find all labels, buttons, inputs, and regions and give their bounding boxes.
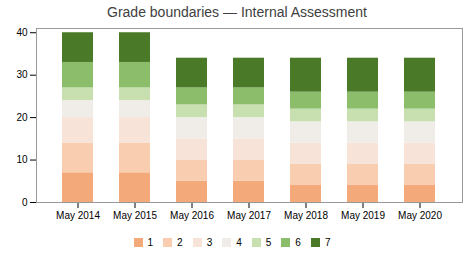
- svg-text:May 2019: May 2019: [341, 210, 385, 221]
- html-text:5: 5: [265, 237, 272, 248]
- html-text:3: 3: [206, 237, 213, 248]
- svg-text:May 2016: May 2016: [170, 210, 214, 221]
- svg-text:May 2015: May 2015: [113, 210, 157, 221]
- svg-text:May 2017: May 2017: [227, 210, 271, 221]
- svg-text:May 2014: May 2014: [56, 210, 100, 221]
- html-text:2: 2: [177, 237, 183, 248]
- svg-text:May 2018: May 2018: [284, 210, 328, 221]
- svg-text:10: 10: [16, 154, 28, 165]
- html-text:6: 6: [295, 237, 301, 248]
- svg-text:40: 40: [16, 27, 28, 38]
- html-text:Grade boundaries — Internal As: Grade boundaries — Internal Assessment: [107, 4, 367, 20]
- html-text:7: 7: [324, 237, 331, 248]
- html-text:1: 1: [147, 237, 154, 248]
- svg-text:20: 20: [16, 112, 28, 123]
- svg-text:30: 30: [16, 69, 28, 80]
- svg-text:May 2020: May 2020: [398, 210, 442, 221]
- svg-text:0: 0: [22, 197, 28, 208]
- html-text:4: 4: [236, 237, 242, 248]
